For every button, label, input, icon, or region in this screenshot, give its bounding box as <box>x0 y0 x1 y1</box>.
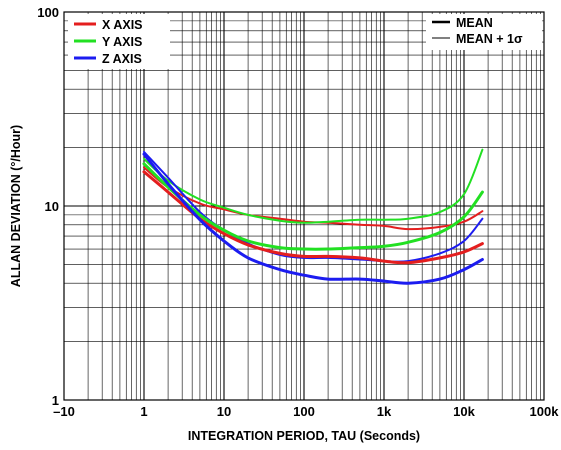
legend-style-label: MEAN <box>456 16 493 30</box>
legend-series: X AXIS Y AXIS Z AXIS <box>68 14 170 69</box>
x-axis-title: INTEGRATION PERIOD, TAU (Seconds) <box>188 429 420 443</box>
y-tick-labels: 1 10 100 <box>37 5 59 408</box>
y-axis-title: ALLAN DEVIATION (°/Hour) <box>9 125 23 287</box>
x-tick-labels: –10 1 10 100 1k 10k 100k <box>53 404 559 419</box>
x-tick-label: 1k <box>377 404 392 419</box>
series-line-z-mean-plus-1sigma <box>143 150 484 263</box>
x-tick-label: –10 <box>53 404 75 419</box>
plot-frame <box>63 11 545 401</box>
legend-label: X AXIS <box>102 18 143 32</box>
y-tick-label: 1 <box>52 393 59 408</box>
legend-label: Y AXIS <box>102 35 142 49</box>
x-tick-label: 1 <box>140 404 147 419</box>
x-tick-label: 100 <box>293 404 315 419</box>
y-tick-label: 10 <box>45 199 59 214</box>
x-tick-label: 100k <box>530 404 560 419</box>
legend-style: MEAN MEAN + 1σ <box>426 14 542 50</box>
x-tick-label: 10k <box>453 404 475 419</box>
legend-style-box <box>426 14 542 50</box>
grid <box>64 12 544 400</box>
series-line-z-mean <box>142 152 484 285</box>
legend-label: Z AXIS <box>102 52 142 66</box>
legend-style-label: MEAN + 1σ <box>456 32 523 46</box>
series-line-y-mean-plus-1sigma <box>143 148 484 224</box>
y-tick-label: 100 <box>37 5 59 20</box>
series-lines <box>142 148 484 285</box>
x-tick-label: 10 <box>217 404 231 419</box>
series-line-y-mean <box>142 162 484 251</box>
